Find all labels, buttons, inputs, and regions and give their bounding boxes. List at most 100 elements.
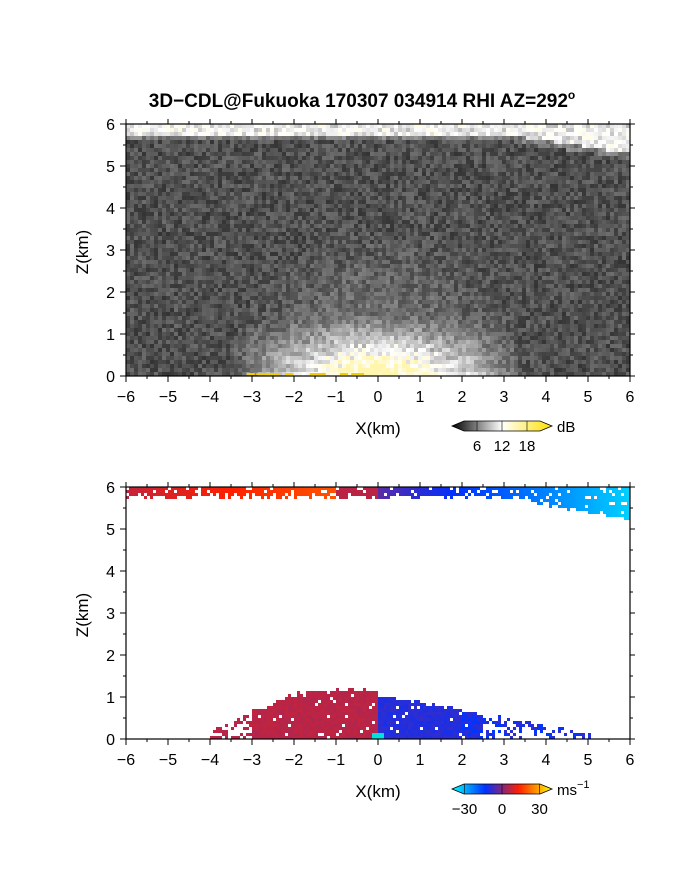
snr-cell <box>554 244 558 248</box>
snr-cell <box>242 272 246 276</box>
snr-cell <box>402 168 406 172</box>
snr-cell <box>162 280 166 284</box>
snr-cell <box>402 228 406 232</box>
snr-cell <box>182 228 186 232</box>
snr-cell <box>330 168 334 172</box>
snr-cell <box>606 148 610 152</box>
snr-cell <box>302 152 306 156</box>
snr-cell <box>462 160 466 164</box>
snr-cell <box>258 124 262 128</box>
snr-cell <box>602 136 606 140</box>
snr-cell <box>286 132 290 136</box>
snr-cell <box>354 172 358 176</box>
snr-cell <box>202 216 206 220</box>
snr-cell <box>458 228 462 232</box>
snr-cell <box>162 232 166 236</box>
snr-cell <box>338 168 342 172</box>
snr-cell <box>538 164 542 168</box>
snr-cell <box>446 144 450 148</box>
snr-cell <box>314 272 318 276</box>
snr-cell <box>578 204 582 208</box>
snr-cell <box>602 224 606 228</box>
snr-cell <box>262 212 266 216</box>
snr-cell <box>546 192 550 196</box>
snr-cell <box>398 196 402 200</box>
snr-cell <box>610 128 614 132</box>
snr-cell <box>430 256 434 260</box>
snr-cell <box>218 200 222 204</box>
snr-cell <box>330 244 334 248</box>
snr-cell <box>450 248 454 252</box>
snr-cell <box>454 128 458 132</box>
snr-cell <box>494 240 498 244</box>
snr-cell <box>250 196 254 200</box>
snr-cell <box>618 152 622 156</box>
snr-cell <box>202 160 206 164</box>
snr-cell <box>134 216 138 220</box>
snr-cell <box>158 124 162 128</box>
snr-cell <box>254 148 258 152</box>
snr-cell <box>518 196 522 200</box>
snr-cell <box>518 252 522 256</box>
snr-cell <box>182 224 186 228</box>
snr-cell <box>202 220 206 224</box>
snr-cell <box>526 168 530 172</box>
snr-cell <box>346 244 350 248</box>
snr-cell <box>374 204 378 208</box>
snr-cell <box>482 272 486 276</box>
snr-cell <box>282 272 286 276</box>
snr-cell <box>246 192 250 196</box>
snr-cell <box>614 128 618 132</box>
snr-cell <box>618 192 622 196</box>
snr-cell <box>310 236 314 240</box>
snr-cell <box>350 244 354 248</box>
snr-cell <box>462 232 466 236</box>
snr-cell <box>482 256 486 260</box>
snr-cell <box>202 124 206 128</box>
snr-cell <box>610 272 614 276</box>
snr-cell <box>574 144 578 148</box>
snr-cell <box>186 272 190 276</box>
snr-cell <box>254 216 258 220</box>
snr-cell <box>194 276 198 280</box>
snr-cell <box>350 264 354 268</box>
snr-cell <box>194 244 198 248</box>
snr-cell <box>174 256 178 260</box>
snr-cell <box>226 184 230 188</box>
snr-cell <box>142 128 146 132</box>
snr-cell <box>314 160 318 164</box>
snr-cell <box>602 216 606 220</box>
snr-cell <box>162 156 166 160</box>
snr-cell <box>126 140 130 144</box>
snr-cell <box>394 204 398 208</box>
snr-cell <box>490 136 494 140</box>
snr-cell <box>218 172 222 176</box>
snr-cell <box>394 216 398 220</box>
snr-cell <box>330 264 334 268</box>
snr-cell <box>302 164 306 168</box>
snr-cell <box>442 124 446 128</box>
snr-cell <box>570 152 574 156</box>
snr-cell <box>222 152 226 156</box>
snr-cell <box>130 208 134 212</box>
snr-cell <box>566 212 570 216</box>
snr-cell <box>326 196 330 200</box>
snr-cell <box>130 176 134 180</box>
chart-title-main: 3D−CDL@Fukuoka 170307 034914 RHI AZ=292 <box>149 91 568 112</box>
snr-cell <box>390 144 394 148</box>
snr-cell <box>314 260 318 264</box>
snr-cell <box>278 180 282 184</box>
snr-cell <box>422 196 426 200</box>
snr-cell <box>358 140 362 144</box>
snr-cell <box>274 224 278 228</box>
snr-cell <box>326 252 330 256</box>
snr-cell <box>158 196 162 200</box>
snr-cell <box>238 144 242 148</box>
snr-cell <box>486 256 490 260</box>
snr-cell <box>602 240 606 244</box>
snr-cell <box>494 204 498 208</box>
snr-cell <box>302 244 306 248</box>
snr-cell <box>350 224 354 228</box>
snr-cell <box>250 192 254 196</box>
snr-cell <box>566 208 570 212</box>
